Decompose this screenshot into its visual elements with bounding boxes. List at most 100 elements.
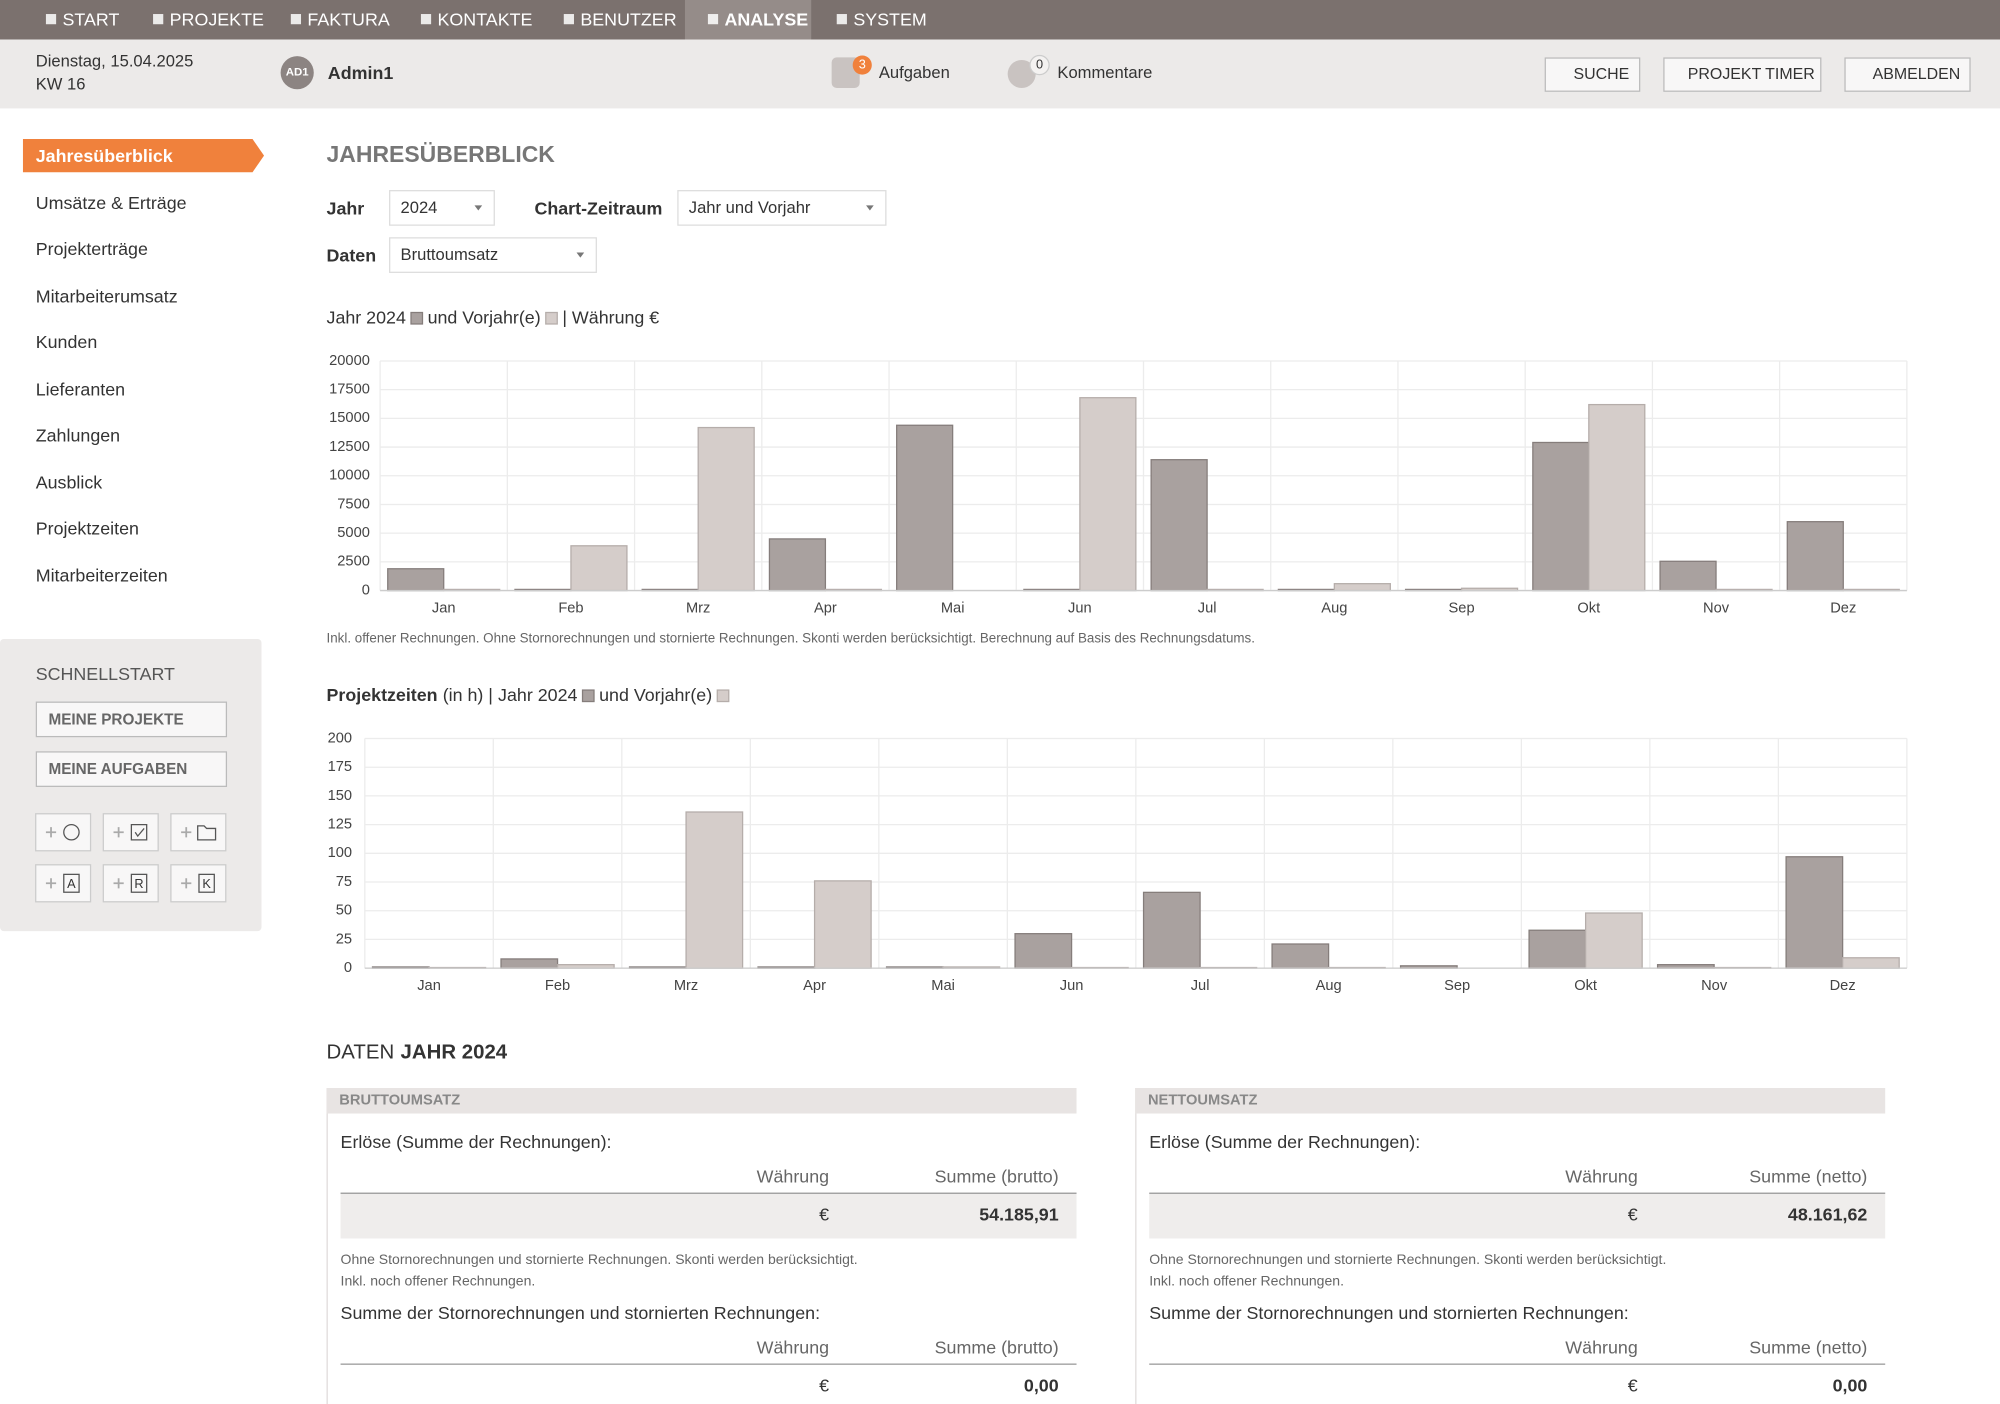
- header-button[interactable]: ABMELDEN: [1844, 57, 1971, 92]
- x-tick-label: Jul: [1198, 600, 1217, 616]
- avatar-initials: AD1: [286, 67, 310, 79]
- currency-cell: €: [1627, 1374, 1638, 1396]
- x-tick-label: Okt: [1577, 600, 1600, 616]
- panel-border: [1135, 1088, 1137, 1404]
- panel-header: NETTOUMSATZ: [1135, 1088, 1886, 1114]
- nav-item[interactable]: PROJEKTE: [169, 8, 264, 30]
- bar: [896, 424, 954, 592]
- sidebar-item[interactable]: Projekterträge: [35, 238, 148, 259]
- letter: K: [202, 876, 211, 891]
- nav-item[interactable]: ANALYSE: [724, 8, 809, 30]
- week: KW 16: [35, 73, 86, 94]
- tasks-label[interactable]: Aufgaben: [878, 62, 950, 82]
- nav-icon: [563, 14, 574, 25]
- y-tick-label: 50: [336, 903, 352, 919]
- section-title-bold: JAHR 2024: [400, 1042, 508, 1064]
- nav-icon: [45, 14, 57, 25]
- amount-cell: 48.161,62: [1787, 1204, 1868, 1225]
- y-tick-label: 5000: [337, 525, 370, 541]
- tasks-badge: [852, 55, 872, 75]
- row-band: [340, 1192, 1077, 1239]
- page-title: JAHRESÜBERBLICK: [326, 141, 555, 168]
- bar: [1584, 912, 1643, 969]
- x-tick-label: Nov: [1701, 978, 1728, 994]
- quickstart-button[interactable]: MEINE AUFGABEN: [35, 751, 228, 787]
- bar: [570, 545, 628, 592]
- bar: [1588, 403, 1646, 592]
- user-name: Admin1: [327, 62, 394, 83]
- filter-select[interactable]: 2024: [389, 190, 495, 226]
- nav-item[interactable]: START: [62, 8, 120, 30]
- x-tick-label: Mrz: [674, 978, 698, 994]
- nav-item[interactable]: SYSTEM: [853, 8, 927, 30]
- amount-cell: 0,00: [1832, 1374, 1868, 1396]
- plus: [113, 827, 124, 838]
- x-tick-label: Jul: [1191, 978, 1210, 994]
- date: Dienstag, 15.04.2025: [35, 51, 194, 71]
- sidebar-item[interactable]: Kunden: [35, 331, 98, 353]
- header-button[interactable]: PROJEKT TIMER: [1663, 57, 1822, 92]
- nav-active: [684, 0, 812, 40]
- filter-select[interactable]: Jahr und Vorjahr: [677, 190, 887, 226]
- nav-item[interactable]: FAKTURA: [307, 8, 390, 30]
- y-tick-label: 175: [328, 759, 352, 775]
- filter-label: Jahr: [326, 197, 365, 219]
- sidebar-item[interactable]: Mitarbeiterumsatz: [35, 285, 178, 306]
- avatar: [280, 56, 314, 90]
- bar: [1142, 891, 1201, 969]
- y-tick-label: 17500: [329, 382, 370, 398]
- y-tick-label: 75: [336, 874, 352, 890]
- x-tick-label: Apr: [803, 978, 826, 994]
- nav-item[interactable]: KONTAKTE: [437, 8, 533, 30]
- column-header: Währung: [1565, 1165, 1638, 1187]
- sidebar-item[interactable]: Jahresüberblick: [35, 145, 173, 166]
- nav-item[interactable]: BENUTZER: [580, 8, 677, 30]
- panel-header: BRUTTOUMSATZ: [326, 1088, 1077, 1114]
- plus: [113, 878, 124, 889]
- row-band: [1149, 1363, 1886, 1404]
- letter-box: [198, 873, 215, 893]
- y-tick-label: 20000: [329, 353, 370, 369]
- bar: [1079, 397, 1137, 592]
- sidebar-item[interactable]: Projektzeiten: [35, 517, 139, 539]
- note: Ohne Stornorechnungen und stornierte Rec…: [1149, 1252, 1667, 1268]
- section-heading: Summe der Stornorechnungen und storniert…: [340, 1302, 821, 1323]
- tasks-count: 3: [859, 56, 866, 71]
- x-tick-label: Sep: [1449, 600, 1475, 616]
- plus: [181, 878, 192, 889]
- nav-icon: [836, 14, 847, 25]
- column-header: Summe (brutto): [934, 1165, 1059, 1187]
- y-tick-label: 125: [328, 816, 352, 832]
- x-tick-label: Jan: [432, 600, 456, 616]
- sidebar-item[interactable]: Ausblick: [35, 471, 103, 492]
- x-tick-label: Aug: [1316, 978, 1342, 994]
- comments-label[interactable]: Kommentare: [1057, 62, 1153, 82]
- panel-border: [326, 1088, 328, 1404]
- section-title: DATEN: [326, 1042, 395, 1064]
- x-tick-label: Mai: [931, 978, 955, 994]
- filter-select[interactable]: Bruttoumsatz: [389, 237, 597, 273]
- header-button[interactable]: SUCHE: [1544, 57, 1641, 92]
- y-tick-label: 0: [344, 960, 352, 976]
- sidebar-item[interactable]: Lieferanten: [35, 378, 126, 399]
- x-tick-label: Mai: [941, 600, 965, 616]
- nav-icon: [707, 14, 719, 25]
- column-header: Summe (netto): [1749, 1165, 1868, 1187]
- sidebar-item[interactable]: Mitarbeiterzeiten: [35, 564, 168, 585]
- bar: [1841, 957, 1900, 969]
- y-tick-label: 2500: [337, 554, 370, 570]
- bar: [500, 958, 559, 969]
- sidebar-item[interactable]: Umsätze & Erträge: [35, 191, 187, 213]
- chart-title: Jahr 2024: [327, 308, 406, 328]
- currency-cell: €: [819, 1204, 830, 1225]
- currency-cell: €: [1627, 1204, 1638, 1225]
- x-tick-label: Apr: [814, 600, 837, 616]
- quickstart-button[interactable]: MEINE PROJEKTE: [35, 701, 228, 738]
- note: Ohne Stornorechnungen und stornierte Rec…: [340, 1252, 858, 1268]
- check-icon: [130, 823, 148, 841]
- sidebar-item[interactable]: Zahlungen: [35, 424, 121, 446]
- nav-icon: [153, 14, 164, 25]
